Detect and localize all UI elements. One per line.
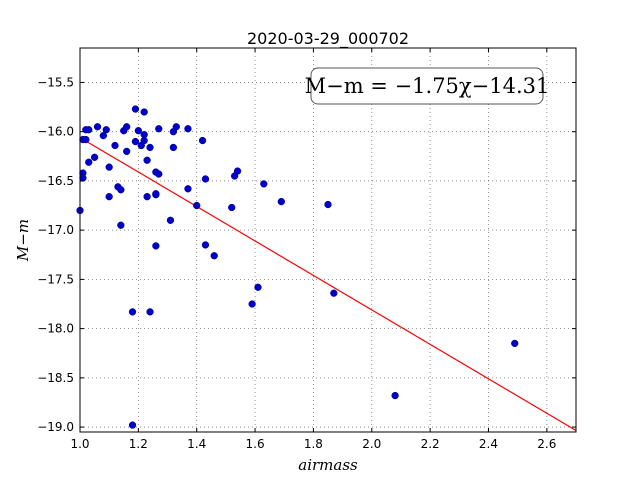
data-point [228,203,236,212]
data-point [260,180,268,188]
data-point [201,175,210,183]
data-point [111,141,119,150]
x-tick-label: 1.0 [70,437,89,451]
fit-line [79,137,577,432]
data-point [184,185,192,193]
y-tick-label: −15.5 [37,75,74,89]
data-point [198,136,207,145]
y-tick-label: −16.5 [37,174,74,188]
data-point [146,308,154,316]
data-point [123,147,131,156]
data-point [123,123,131,131]
y-tick-label: −18.5 [37,371,74,385]
data-point [152,242,160,250]
data-point [511,339,519,348]
data-point [128,308,137,316]
x-tick-label: 1.4 [187,437,206,451]
data-point [201,241,210,249]
y-tick-label: −17.5 [37,272,74,286]
annotation-box [310,67,544,105]
data-point [85,126,93,134]
fit-equation: M−m = −1.75χ−14.31 [305,74,550,98]
data-point [99,131,107,140]
y-tick-label: −16.0 [37,125,74,139]
data-point [277,197,285,206]
x-tick-label: 1.8 [304,437,323,451]
data-point [93,123,102,131]
data-point [330,289,338,297]
data-point [102,126,110,134]
data-point [210,252,218,260]
y-tick-label: −19.0 [37,420,74,434]
data-point [143,193,151,201]
data-point [166,216,175,224]
data-point [105,163,113,171]
data-point [172,123,180,131]
data-point [82,135,90,144]
y-axis-label: M−m [14,219,32,262]
data-point [391,391,399,400]
data-point [117,221,125,229]
data-point [193,201,201,210]
data-point [169,143,178,152]
data-point [143,156,151,164]
chart-title: 2020-03-29_000702 [247,29,409,49]
plot-frame [79,47,577,433]
y-tick-label: −18.0 [37,322,74,336]
data-point [254,283,262,291]
data-point [233,167,242,175]
data-points [76,105,519,429]
x-tick-label: 1.6 [246,437,265,451]
y-tick-label: −17.0 [37,223,74,237]
grid-lines [79,48,576,432]
data-point [248,300,256,308]
x-tick-label: 2.6 [537,437,556,451]
data-point [134,127,143,135]
data-point [117,186,125,194]
data-point [155,125,163,133]
axis-ticks: 1.0 1.2 1.4 1.6 1.8 2.0 2.2 2.4 2.6 −15.5 −16.0 −16… [37,48,576,451]
data-point [152,190,160,198]
data-point [140,108,148,116]
data-point [128,421,137,429]
x-tick-label: 2.0 [362,437,381,451]
data-point [184,125,192,133]
fit-annotation: M−m = −1.75χ−14.31 [305,67,550,105]
data-point [146,143,154,152]
data-point [131,137,140,146]
x-tick-label: 2.4 [479,437,498,451]
data-point [155,170,163,178]
data-point [140,130,148,139]
data-point [79,174,87,182]
data-point [90,153,99,161]
x-axis-label: airmass [298,456,358,474]
plot-area: 1.0 1.2 1.4 1.6 1.8 2.0 2.2 2.4 2.6 −15.5 −16.0 −16… [37,47,577,451]
x-tick-label: 2.2 [421,437,440,451]
data-point [324,200,332,209]
fit-line-layer [79,137,577,432]
x-tick-label: 1.2 [129,437,148,451]
data-point [105,193,113,201]
data-point [85,158,93,166]
data-point [131,105,140,113]
